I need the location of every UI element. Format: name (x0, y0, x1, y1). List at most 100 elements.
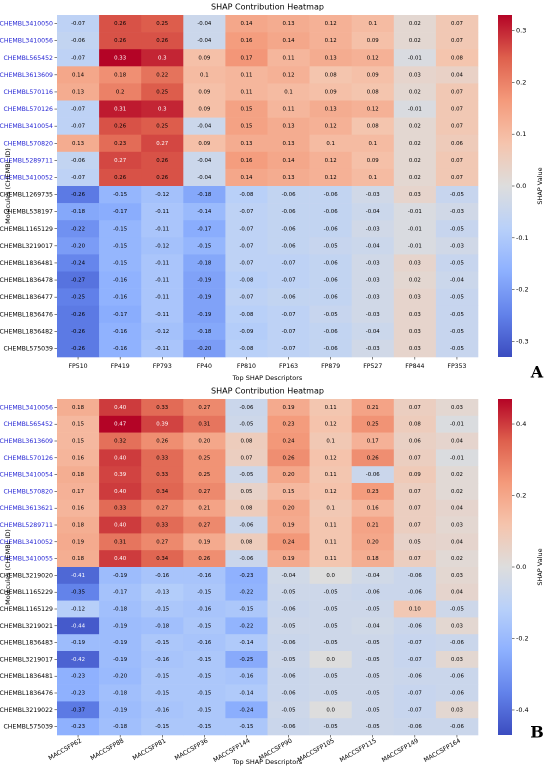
heatmap-cell (351, 322, 395, 341)
cell-label: 0.04 (451, 590, 464, 596)
heatmap-cell (309, 567, 352, 585)
cell-label: 0.27 (198, 523, 210, 529)
heatmap-cell (393, 271, 437, 289)
cell-label: -0.05 (282, 707, 296, 713)
heatmap-cell (99, 134, 142, 153)
heatmap-cell (141, 567, 184, 585)
heatmap-cell (351, 550, 395, 568)
heatmap-cell (351, 66, 395, 84)
heatmap-cell (393, 567, 437, 585)
heatmap-cell (435, 667, 479, 685)
heatmap-cell (225, 701, 268, 719)
row-label: CHEMBL570820 (3, 488, 53, 495)
cell-label: -0.16 (155, 573, 170, 579)
cell-label: 0.27 (156, 506, 168, 512)
heatmap-cell (99, 15, 142, 33)
cell-label: -0.05 (450, 312, 464, 318)
cell-label: 0.27 (114, 158, 126, 164)
cell-label: -0.07 (282, 312, 296, 318)
heatmap-cell (309, 237, 352, 255)
heatmap-cell (351, 100, 395, 118)
heatmap-cell (393, 600, 437, 618)
cell-label: -0.37 (71, 707, 85, 713)
cell-label: 0.26 (156, 175, 169, 181)
col-label: MACCSFP36 (174, 737, 210, 762)
cell-label: -0.06 (324, 260, 339, 266)
heatmap-cell (393, 466, 437, 484)
heatmap-cell (351, 583, 395, 601)
heatmap-cell (435, 66, 479, 84)
heatmap-cell (309, 32, 352, 50)
cell-label: -0.35 (71, 590, 85, 596)
heatmap-cell (57, 718, 100, 736)
row-label: CHEMBL1165229 (0, 589, 53, 596)
heatmap-cell (351, 271, 395, 289)
heatmap-cell (141, 288, 184, 306)
cell-label: 0.04 (451, 539, 464, 545)
row-label: CHEMBL3219017 (0, 656, 53, 663)
heatmap-cell (309, 100, 352, 118)
cell-label: 0.11 (283, 55, 295, 61)
row-label: CHEMBL1836481 (0, 260, 53, 267)
row-label: CHEMBL5289711 (0, 522, 53, 529)
heatmap-cell (57, 151, 100, 170)
heatmap-cell (99, 634, 142, 652)
col-label: MACCSFP62 (47, 737, 83, 762)
heatmap-cell (183, 600, 226, 618)
cell-label: 0.12 (325, 175, 337, 181)
cell-label: -0.06 (282, 192, 297, 198)
cell-label: 0.31 (198, 422, 210, 428)
cell-label: 0.23 (283, 422, 295, 428)
cell-label: 0.13 (283, 175, 295, 181)
heatmap-cell (435, 151, 479, 170)
cell-label: -0.26 (71, 329, 86, 335)
cell-label: 0.06 (451, 141, 464, 147)
row-label: CHEMBL1269735 (0, 192, 53, 199)
heatmap-cell (435, 305, 479, 324)
cell-label: -0.08 (239, 312, 254, 318)
heatmap-cell (393, 254, 437, 272)
cell-label: -0.06 (324, 226, 339, 232)
cell-label: -0.06 (282, 724, 297, 730)
cell-label: 0.14 (72, 72, 85, 78)
cell-label: 0.03 (409, 295, 421, 301)
heatmap-cell (99, 83, 142, 101)
cell-label: 0.13 (325, 55, 337, 61)
heatmap-cell (267, 15, 310, 33)
row-label: CHEMBL3410050 (0, 21, 53, 28)
colorbar-tick-label: 0.1 (516, 130, 526, 138)
cell-label: 0.08 (240, 506, 253, 512)
cell-label: 0.18 (72, 556, 85, 562)
heatmap-cell (99, 271, 142, 289)
cell-label: -0.06 (324, 278, 339, 284)
heatmap-cell (99, 449, 142, 467)
cell-label: -0.05 (282, 590, 296, 596)
cell-label: 0.07 (409, 455, 421, 461)
cell-label: -0.03 (366, 295, 380, 301)
cell-label: -0.24 (71, 260, 86, 266)
heatmap-cell (99, 322, 142, 341)
heatmap-cell (351, 533, 395, 551)
cell-label: -0.06 (450, 674, 465, 680)
heatmap-cell (141, 339, 184, 358)
row-label: CHEMBL1836476 (0, 311, 53, 318)
cell-label: 0.09 (325, 89, 338, 95)
cell-label: -0.07 (239, 260, 253, 266)
cell-label: -0.19 (113, 623, 128, 629)
cell-label: 0.09 (367, 72, 380, 78)
heatmap-cell (267, 100, 310, 118)
cell-label: 0.26 (114, 124, 127, 130)
heatmap-cell (141, 617, 184, 635)
heatmap-cell (267, 634, 310, 652)
cell-label: -0.06 (324, 209, 339, 215)
heatmap-cell (183, 415, 226, 433)
cell-label: 0.33 (114, 506, 126, 512)
cell-label: -0.07 (239, 295, 253, 301)
cell-label: 0.12 (325, 158, 337, 164)
cell-label: 0.33 (156, 455, 168, 461)
heatmap-cell (141, 66, 184, 84)
heatmap-cell (99, 533, 142, 551)
cell-label: -0.15 (197, 590, 211, 596)
heatmap-cell (57, 254, 100, 272)
cell-label: 0.08 (367, 124, 380, 130)
